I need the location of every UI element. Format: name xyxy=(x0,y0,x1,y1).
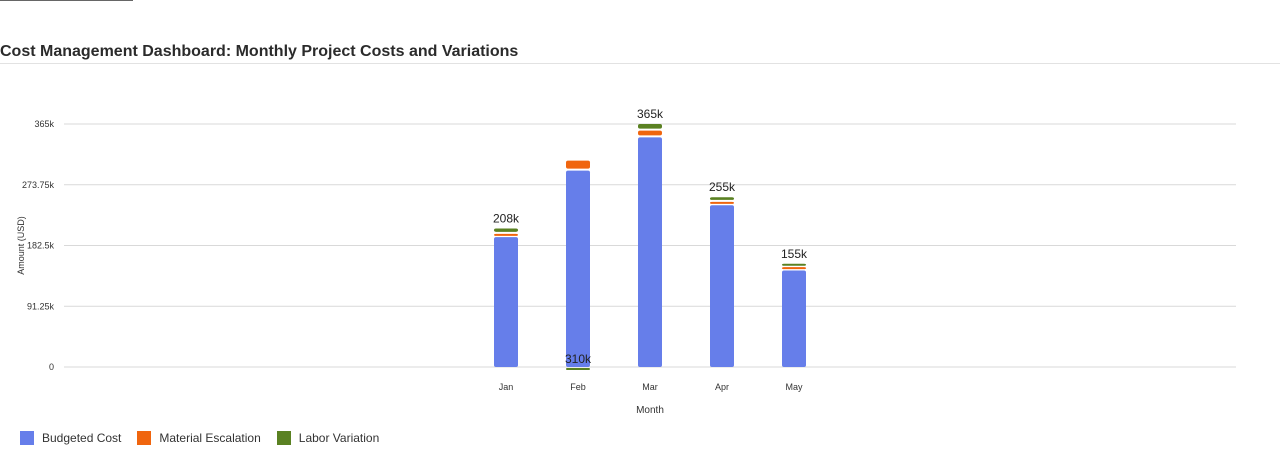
bar-labor-may xyxy=(782,263,806,266)
bar-material-may xyxy=(782,267,806,270)
legend-label-labor: Labor Variation xyxy=(298,431,380,445)
y-axis-label: Amount (USD) xyxy=(16,216,26,275)
y-tick-label: 0 xyxy=(49,362,54,372)
total-label-jan: 208k xyxy=(493,212,520,226)
bar-labor-apr xyxy=(710,197,734,200)
bar-material-feb xyxy=(566,160,590,169)
legend-label-material: Material Escalation xyxy=(159,431,261,445)
legend-label-budgeted: Budgeted Cost xyxy=(42,431,122,445)
x-tick-label: Jan xyxy=(499,382,514,392)
total-label-feb: 310k xyxy=(565,352,592,366)
bar-budgeted-apr xyxy=(710,205,734,367)
y-tick-label: 182.5k xyxy=(27,241,55,251)
bar-material-jan xyxy=(494,233,518,236)
bar-budgeted-mar xyxy=(638,137,662,367)
x-tick-label: Apr xyxy=(715,382,729,392)
bar-material-mar xyxy=(638,130,662,136)
bar-labor-feb xyxy=(566,368,590,370)
chart-title: Cost Management Dashboard: Monthly Proje… xyxy=(0,43,519,60)
legend-swatch-budgeted xyxy=(20,431,34,445)
legend-swatch-labor xyxy=(276,431,291,445)
total-label-may: 155k xyxy=(781,247,808,261)
total-label-apr: 255k xyxy=(709,180,736,194)
chart-legend: Budgeted Cost Material Escalation Labor … xyxy=(20,431,395,445)
legend-item-material[interactable]: Material Escalation xyxy=(137,431,261,445)
bar-budgeted-jan xyxy=(494,237,518,367)
total-label-mar: 365k xyxy=(637,107,664,121)
bar-labor-jan xyxy=(494,228,518,232)
x-axis-label: Month xyxy=(636,405,664,416)
x-tick-label: Feb xyxy=(570,382,586,392)
y-tick-label: 91.25k xyxy=(27,301,55,311)
y-tick-label: 365k xyxy=(34,119,54,129)
x-tick-label: Mar xyxy=(642,382,658,392)
x-tick-label: May xyxy=(785,382,803,392)
bar-material-apr xyxy=(710,201,734,204)
bar-labor-mar xyxy=(638,124,662,129)
bar-budgeted-feb xyxy=(566,170,590,367)
title-divider xyxy=(0,63,1280,64)
legend-swatch-material xyxy=(137,431,152,445)
y-tick-label: 273.75k xyxy=(22,180,55,190)
top-divider xyxy=(0,0,133,1)
bar-budgeted-may xyxy=(782,270,806,367)
legend-item-budgeted[interactable]: Budgeted Cost xyxy=(20,431,121,445)
legend-item-labor[interactable]: Labor Variation xyxy=(276,431,380,445)
